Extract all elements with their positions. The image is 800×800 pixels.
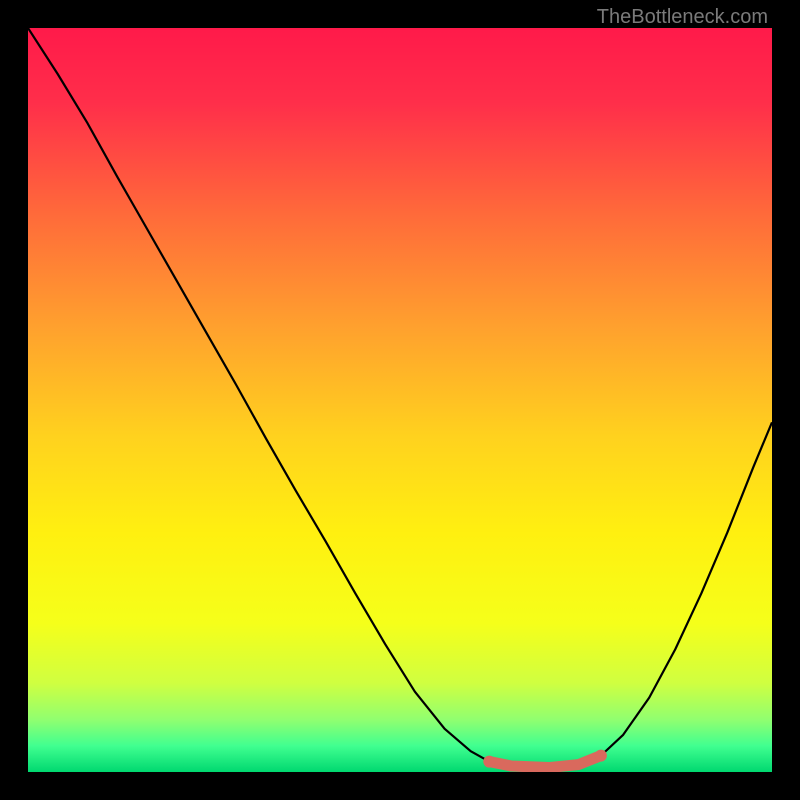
attribution-text: TheBottleneck.com [597,6,768,29]
gradient-background [28,28,772,772]
chart-container: TheBottleneck.com [0,0,800,800]
plot-area [28,28,772,772]
highlight-end-dot [595,750,607,762]
highlight-start-dot [483,756,495,768]
bottleneck-chart [28,28,772,772]
